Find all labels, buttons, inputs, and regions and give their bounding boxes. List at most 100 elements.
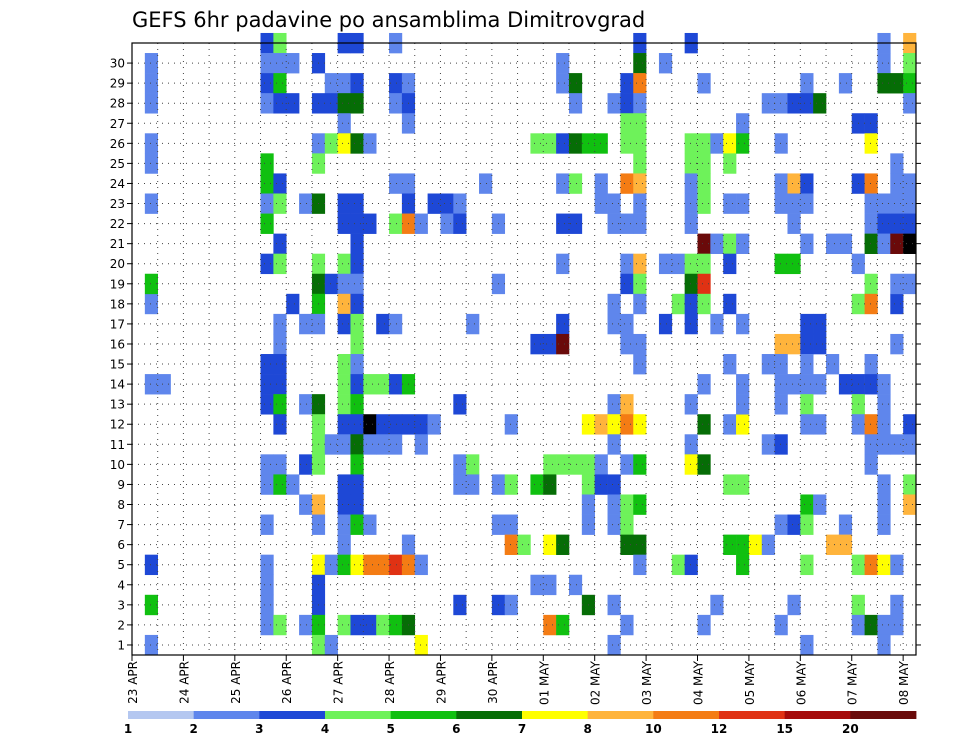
heatmap-cell [568, 213, 583, 234]
heatmap-cell [427, 193, 441, 214]
heatmap-cell [568, 93, 583, 114]
heatmap-cell [350, 193, 364, 214]
heatmap-cell [556, 333, 570, 355]
y-tick-label: 1 [117, 638, 125, 652]
heatmap-cell [877, 394, 891, 415]
x-tick-label: 03 MAY [640, 660, 654, 705]
heatmap-cell [543, 534, 557, 555]
heatmap-cell [684, 253, 698, 275]
colorbar-label: 3 [255, 722, 263, 736]
heatmap-cell [260, 93, 274, 114]
heatmap-cell [813, 414, 827, 435]
heatmap-cell [607, 494, 621, 515]
heatmap-cell [299, 454, 313, 475]
y-tick-label: 17 [110, 317, 125, 331]
colorbar-label: 20 [842, 722, 859, 736]
heatmap-cell [890, 153, 904, 174]
heatmap-cell [633, 53, 647, 74]
heatmap-cell [414, 213, 428, 234]
heatmap-cell [774, 614, 788, 636]
heatmap-cell [363, 374, 377, 395]
heatmap-cell [453, 193, 467, 214]
x-tick-label: 04 MAY [692, 660, 706, 705]
heatmap-cell [556, 73, 570, 94]
heatmap-cell [144, 193, 158, 214]
heatmap-cell [633, 73, 647, 94]
x-tick-label: 02 MAY [589, 660, 603, 705]
heatmap-cell [517, 534, 531, 555]
heatmap-cell [890, 293, 904, 315]
heatmap-cell [530, 333, 544, 355]
heatmap-cell [543, 454, 557, 475]
heatmap-cell [787, 253, 801, 275]
heatmap-cell [633, 113, 647, 134]
heatmap-cell [543, 574, 557, 596]
colorbar-label: 6 [452, 722, 460, 736]
heatmap-cell [774, 253, 788, 275]
heatmap-cell [530, 133, 544, 154]
heatmap-cell [144, 374, 158, 395]
colorbar-swatch [522, 711, 589, 719]
heatmap-cell [620, 253, 634, 275]
heatmap-cell [903, 193, 917, 214]
heatmap-cell [800, 193, 814, 214]
heatmap-cell [337, 273, 351, 295]
x-tick-label: 25 APR [229, 661, 243, 704]
heatmap-cell [774, 333, 788, 355]
heatmap-cell [414, 414, 428, 435]
heatmap-cell [684, 554, 698, 576]
heatmap-cell [337, 614, 351, 636]
x-tick-label: 24 APR [177, 661, 191, 704]
heatmap-cell [697, 414, 711, 435]
heatmap-cell [877, 374, 891, 395]
heatmap-cell [350, 494, 364, 515]
heatmap-cell [260, 514, 274, 535]
y-tick-label: 10 [110, 458, 125, 472]
heatmap-cell [299, 313, 313, 335]
heatmap-cell [350, 273, 364, 295]
x-tick-label: 28 APR [383, 661, 397, 704]
heatmap-cell [736, 474, 750, 495]
heatmap-cell [144, 93, 158, 114]
heatmap-cell [556, 213, 570, 234]
plot-frame [131, 42, 917, 656]
heatmap-cell [273, 394, 287, 415]
heatmap-cell [350, 374, 364, 395]
heatmap-cell [337, 133, 351, 154]
y-tick-label: 11 [110, 438, 125, 452]
colorbar-label: 1 [124, 722, 132, 736]
heatmap-cell [260, 474, 274, 495]
heatmap-cell [337, 193, 351, 214]
heatmap-cell [260, 53, 274, 74]
heatmap-cell [273, 93, 287, 114]
heatmap-cell [813, 313, 827, 335]
heatmap-cell [337, 554, 351, 576]
heatmap-cell [877, 53, 891, 74]
y-tick-label: 29 [110, 77, 125, 91]
heatmap-cell [260, 394, 274, 415]
heatmap-cell [890, 193, 904, 214]
heatmap-cell [877, 514, 891, 535]
x-tick-label: 08 MAY [897, 660, 911, 705]
heatmap-cell [800, 554, 814, 576]
heatmap-cell [697, 273, 711, 295]
heatmap-cell [736, 414, 750, 435]
y-tick-label: 5 [117, 558, 125, 572]
y-tick-label: 7 [117, 518, 125, 532]
heatmap-cell [864, 293, 878, 315]
heatmap-cell [273, 73, 287, 94]
heatmap-cell [324, 554, 338, 576]
heatmap-cell [414, 434, 428, 455]
heatmap-cell [620, 514, 634, 535]
heatmap-cell [556, 614, 570, 636]
x-tick-label: 26 APR [280, 661, 294, 704]
heatmap-cell [350, 434, 364, 455]
heatmap-cell [813, 93, 827, 114]
heatmap-cell [620, 273, 634, 295]
heatmap-cell [787, 594, 801, 616]
heatmap-cell [144, 273, 158, 295]
heatmap-cell [684, 454, 698, 475]
heatmap-cell [620, 313, 634, 335]
heatmap-cell [594, 193, 608, 214]
heatmap-cell [684, 394, 698, 415]
